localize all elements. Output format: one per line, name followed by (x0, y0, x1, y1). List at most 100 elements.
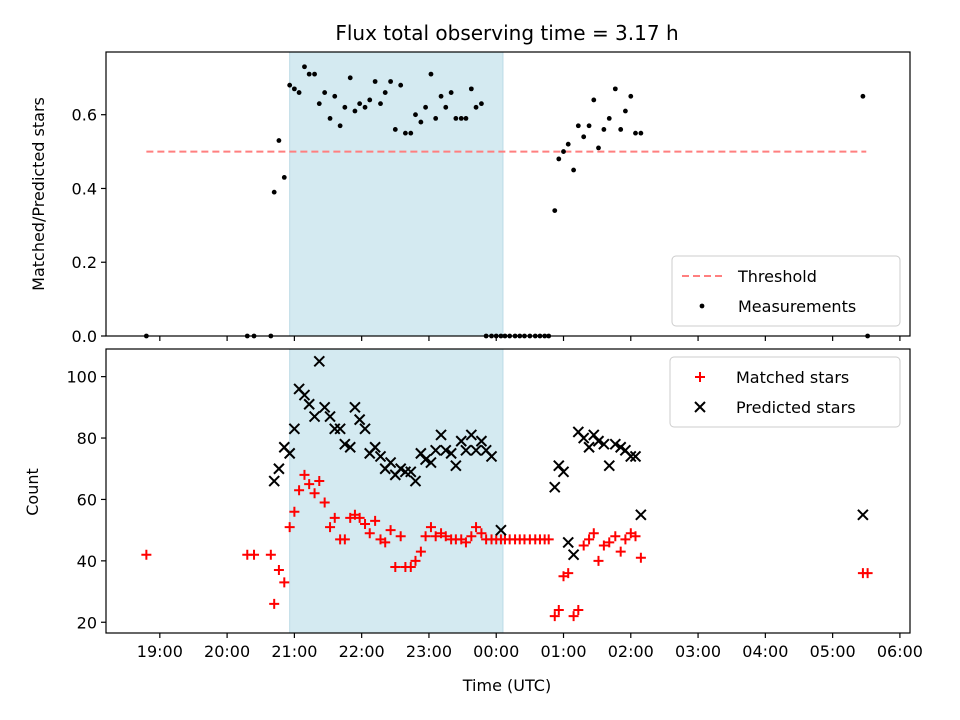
data-point (435, 429, 447, 441)
data-point (468, 86, 474, 92)
data-point (339, 534, 350, 545)
y-tick-label: 40 (77, 552, 97, 571)
data-point (360, 519, 371, 530)
data-point (635, 509, 647, 521)
data-point (413, 112, 418, 118)
data-point (353, 413, 366, 426)
data-point (615, 546, 626, 557)
data-point (596, 145, 601, 151)
series-x (268, 355, 869, 561)
data-point (415, 546, 426, 557)
data-point (591, 97, 597, 103)
data-point (308, 410, 321, 423)
data-point (438, 93, 444, 99)
data-point (329, 512, 340, 523)
data-point (364, 528, 375, 539)
data-point (337, 123, 343, 129)
x-tick-label: 05:00 (810, 642, 856, 661)
data-point (577, 432, 590, 444)
data-point (339, 438, 351, 450)
data-point (625, 450, 637, 463)
data-point (319, 497, 330, 508)
data-point (296, 90, 302, 95)
observing-interval-band (289, 51, 504, 337)
data-point (565, 141, 571, 147)
data-point (630, 531, 641, 542)
data-point (586, 123, 592, 129)
data-point (370, 515, 381, 526)
data-point (269, 598, 280, 609)
x-tick-label: 04:00 (742, 642, 788, 661)
data-point (281, 175, 287, 180)
data-point (352, 108, 358, 114)
data-point (425, 456, 437, 469)
data-point (312, 71, 317, 77)
data-point (302, 64, 307, 70)
data-point (583, 441, 595, 453)
data-point (463, 115, 469, 121)
y-tick-label: 0.6 (72, 106, 97, 125)
data-point (549, 611, 560, 622)
data-point (268, 475, 280, 487)
data-point (384, 456, 397, 469)
data-point (620, 534, 631, 545)
data-point (495, 524, 507, 536)
legend-label: Matched stars (736, 368, 849, 387)
data-point (460, 444, 472, 457)
data-point (629, 450, 642, 463)
data-point (362, 104, 368, 110)
data-point (309, 488, 320, 499)
axes-frame (105, 348, 911, 634)
legend-label: Measurements (738, 297, 856, 316)
legend-label: Threshold (737, 267, 817, 286)
data-point (601, 127, 607, 132)
data-point (638, 130, 644, 136)
data-point (465, 429, 478, 441)
data-point (313, 355, 325, 367)
data-point (395, 531, 406, 542)
data-point (428, 71, 434, 77)
data-point (347, 75, 353, 81)
data-point (473, 104, 479, 110)
data-point (271, 189, 277, 195)
data-point (304, 479, 315, 490)
y-tick-label: 0.2 (72, 253, 97, 272)
data-point (288, 423, 301, 435)
data-point (471, 522, 482, 533)
data-point (623, 108, 628, 114)
data-point (408, 130, 414, 136)
data-point (578, 540, 589, 551)
x-tick-label: 19:00 (137, 642, 183, 661)
data-point (610, 531, 621, 542)
data-point (588, 429, 600, 441)
data-point (485, 450, 498, 463)
data-point (593, 555, 604, 566)
data-point (354, 512, 365, 523)
data-point (283, 447, 296, 460)
y-tick-label: 80 (77, 429, 97, 448)
data-point (588, 528, 599, 539)
data-point (584, 534, 595, 545)
data-point (289, 506, 300, 517)
axes-frame (105, 51, 911, 337)
data-point (410, 555, 421, 566)
data-point (592, 435, 605, 447)
data-point (276, 138, 282, 143)
series-plus (141, 469, 873, 622)
data-point (573, 604, 584, 615)
data-point (581, 134, 587, 140)
data-point (455, 435, 467, 447)
series-dot (143, 64, 871, 339)
data-point (415, 447, 427, 460)
legend-box (671, 255, 901, 327)
data-point (298, 389, 311, 401)
data-point (405, 561, 416, 572)
data-point (556, 156, 562, 162)
data-point (378, 101, 383, 107)
legend-swatch-dot (699, 303, 705, 309)
x-tick-label: 03:00 (675, 642, 721, 661)
data-point (409, 475, 422, 487)
data-point (382, 90, 388, 95)
data-point (141, 549, 152, 560)
data-point (568, 611, 579, 622)
